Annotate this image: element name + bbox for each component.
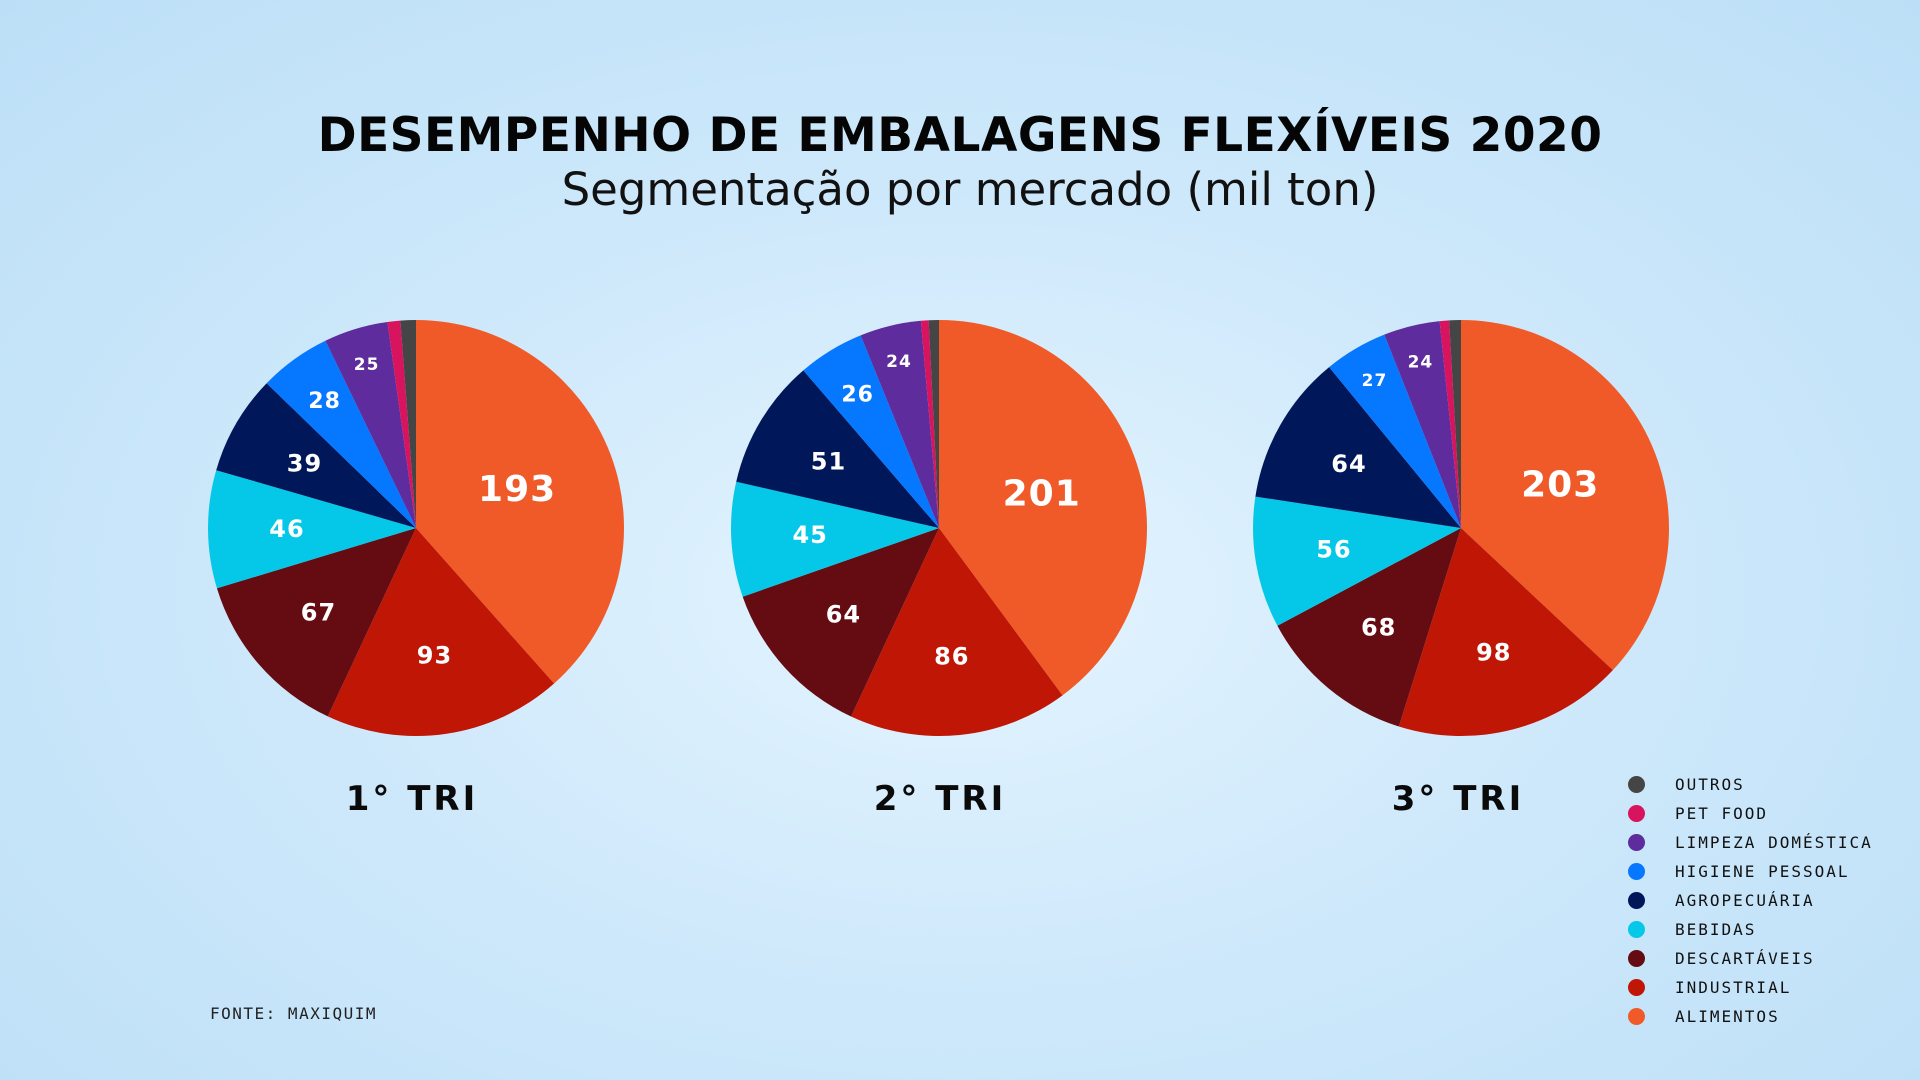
legend-item-alimentos: ALIMENTOS — [1628, 1002, 1920, 1031]
legend-item-bebidas: BEBIDAS — [1628, 915, 1920, 944]
slice-value-label: 193 — [478, 469, 556, 510]
pie-chart-1-tri: 193 93 67 46 39 28 25 — [208, 320, 624, 737]
legend-item-limpeza-domestica: LIMPEZA DOMÉSTICA — [1628, 828, 1920, 857]
pie-slice-alimentos — [939, 320, 1148, 696]
legend-dot — [1628, 863, 1645, 880]
period-label-1-tri: 1° TRI — [346, 779, 479, 819]
legend-label: DESCARTÁVEIS — [1675, 949, 1815, 968]
pie-slice-descartaveis — [1277, 528, 1461, 727]
pie-chart-2-tri: 201 86 64 45 51 26 24 — [731, 320, 1148, 736]
slice-value-label: 28 — [308, 389, 341, 414]
legend-dot — [1628, 979, 1645, 996]
slice-value-label: 27 — [1362, 371, 1388, 391]
legend-label: ALIMENTOS — [1675, 1007, 1780, 1026]
pie-slice-industrial — [327, 528, 555, 737]
legend-label: BEBIDAS — [1675, 920, 1757, 939]
slice-value-label: 68 — [1361, 613, 1396, 641]
pie-slice-limpeza-domestica — [1384, 321, 1461, 528]
source-note: FONTE: MAXIQUIM — [210, 1004, 377, 1023]
slice-value-label: 39 — [287, 449, 322, 477]
pie-slice-outros — [400, 320, 416, 528]
slice-value-label: 45 — [792, 521, 827, 549]
slice-value-label: 93 — [417, 642, 452, 670]
pie-slice-descartaveis — [216, 528, 416, 717]
pie-slice-agropecuaria — [216, 383, 416, 528]
legend-dot — [1628, 776, 1645, 793]
pie-slice-limpeza-domestica — [325, 321, 416, 528]
pie-slice-bebidas — [208, 470, 416, 589]
slice-value-label: 67 — [301, 598, 336, 626]
legend-item-agropecuaria: AGROPECUÁRIA — [1628, 886, 1920, 915]
pie-slice-alimentos — [416, 320, 624, 684]
slice-value-label: 201 — [1003, 474, 1081, 515]
period-label-3-tri: 3° TRI — [1392, 779, 1525, 819]
legend-dot — [1628, 950, 1645, 967]
slice-value-label: 64 — [826, 601, 861, 629]
slice-value-label: 86 — [934, 642, 969, 670]
pie-chart-3-tri: 203 98 68 56 64 27 24 — [1253, 320, 1669, 737]
legend-item-industrial: INDUSTRIAL — [1628, 973, 1920, 1002]
legend-item-pet-food: PET FOOD — [1628, 799, 1920, 828]
legend: OUTROS PET FOOD LIMPEZA DOMÉSTICA HIGIEN… — [1628, 770, 1920, 1031]
slice-value-label: 24 — [1408, 352, 1434, 372]
slice-value-label: 46 — [269, 515, 304, 543]
legend-dot — [1628, 1008, 1645, 1025]
period-label-2-tri: 2° TRI — [874, 779, 1007, 819]
pie-slice-pet-food — [1439, 320, 1461, 528]
slice-value-label: 24 — [886, 352, 912, 372]
pie-slice-industrial — [851, 528, 1063, 736]
pie-slice-alimentos — [1461, 320, 1669, 671]
legend-label: INDUSTRIAL — [1675, 978, 1792, 997]
legend-label: LIMPEZA DOMÉSTICA — [1675, 833, 1873, 852]
slice-value-label: 25 — [354, 355, 380, 375]
slice-value-label: 26 — [841, 382, 874, 407]
chart-subtitle: Segmentação por mercado (mil ton) — [561, 163, 1379, 216]
legend-label: AGROPECUÁRIA — [1675, 891, 1815, 910]
pie-slice-industrial — [1398, 528, 1613, 737]
pie-slice-higiene-pessoal — [1329, 334, 1461, 528]
pie-slice-bebidas — [1253, 496, 1461, 626]
pie-slice-outros — [1449, 320, 1461, 528]
legend-dot — [1628, 921, 1645, 938]
pie-slice-higiene-pessoal — [803, 335, 939, 528]
slice-value-label: 56 — [1316, 536, 1351, 564]
legend-item-higiene-pessoal: HIGIENE PESSOAL — [1628, 857, 1920, 886]
pie-slice-agropecuaria — [1255, 367, 1461, 528]
pie-slice-higiene-pessoal — [266, 340, 416, 528]
pie-slice-limpeza-domestica — [860, 320, 939, 528]
legend-label: HIGIENE PESSOAL — [1675, 862, 1850, 881]
slice-value-label: 203 — [1521, 465, 1599, 506]
pie-slice-pet-food — [387, 320, 416, 528]
pie-slice-outros — [928, 320, 939, 528]
legend-dot — [1628, 834, 1645, 851]
slice-value-label: 98 — [1476, 639, 1511, 667]
slice-value-label: 51 — [811, 447, 846, 475]
chart-title: DESEMPENHO DE EMBALAGENS FLEXÍVEIS 2020 — [317, 108, 1603, 163]
legend-label: PET FOOD — [1675, 804, 1769, 823]
slice-value-label: 64 — [1331, 450, 1366, 478]
legend-label: OUTROS — [1675, 775, 1745, 794]
pie-slice-descartaveis — [742, 528, 939, 717]
legend-dot — [1628, 892, 1645, 909]
pie-slice-agropecuaria — [736, 370, 939, 528]
legend-item-descartaveis: DESCARTÁVEIS — [1628, 944, 1920, 973]
legend-dot — [1628, 805, 1645, 822]
pie-slice-pet-food — [920, 320, 939, 528]
pie-slice-bebidas — [731, 481, 939, 597]
legend-item-outros: OUTROS — [1628, 770, 1920, 799]
